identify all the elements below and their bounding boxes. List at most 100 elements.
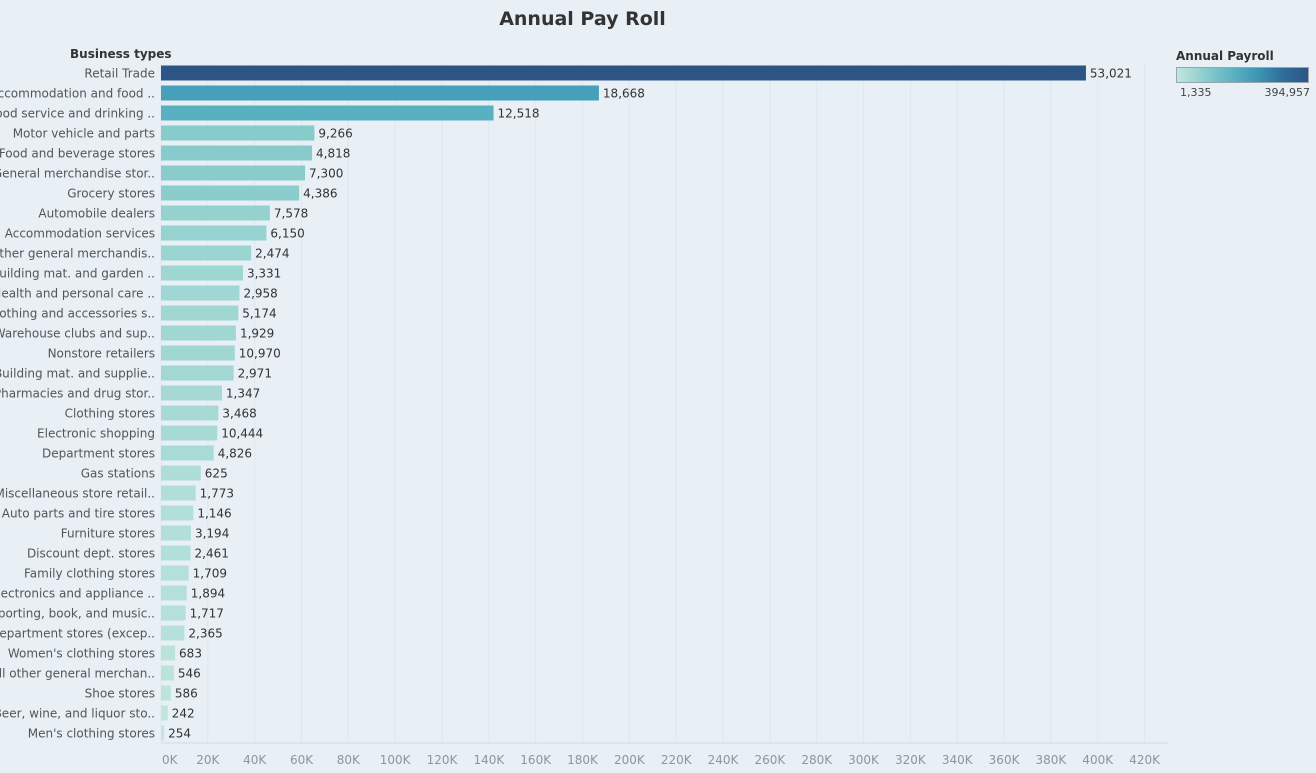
x-tick-label-17: 340K	[942, 753, 974, 767]
x-tick-label-7: 140K	[473, 753, 505, 767]
bar	[161, 585, 187, 601]
category-label: Accommodation and food ..	[0, 87, 155, 101]
category-label: Grocery stores	[67, 187, 155, 201]
category-label: Electronics and appliance ..	[0, 587, 155, 601]
x-tick-label-3: 60K	[290, 753, 314, 767]
bar	[161, 285, 240, 301]
x-tick-label-18: 360K	[989, 753, 1021, 767]
bar	[161, 265, 243, 281]
x-tick-label-2: 40K	[243, 753, 267, 767]
legend-title: Annual Payroll	[1176, 49, 1274, 63]
data-label: 10,444	[221, 427, 263, 441]
x-tick-label-20: 400K	[1082, 753, 1114, 767]
x-tick-label-4: 80K	[337, 753, 361, 767]
category-label: Auto parts and tire stores	[2, 507, 155, 521]
bar	[161, 85, 599, 101]
data-label: 1,894	[191, 587, 225, 601]
legend-max-label: 394,957	[1264, 86, 1311, 99]
x-tick-label-14: 280K	[801, 753, 833, 767]
x-tick-label-12: 240K	[708, 753, 740, 767]
x-tick-label-5: 100K	[380, 753, 412, 767]
data-label: 3,194	[195, 527, 229, 541]
bar	[161, 705, 168, 721]
data-label: 546	[178, 667, 201, 681]
bar	[161, 485, 196, 501]
bar	[161, 385, 222, 401]
bar	[161, 525, 191, 541]
x-tick-label-0: 0K	[162, 753, 179, 767]
bar	[161, 205, 270, 221]
bar	[161, 605, 186, 621]
data-label: 625	[205, 467, 228, 481]
data-label: 242	[172, 707, 195, 721]
category-label: Electronic shopping	[37, 427, 155, 441]
bar	[161, 185, 300, 201]
data-label: 4,818	[316, 147, 350, 161]
category-label: Other general merchandis..	[0, 247, 155, 261]
data-label: 6,150	[270, 227, 304, 241]
category-label: Pharmacies and drug stor..	[0, 387, 155, 401]
row-header-business-types: Business types	[70, 47, 172, 61]
data-label: 3,468	[222, 407, 256, 421]
bar	[161, 625, 185, 641]
bar	[161, 505, 194, 521]
bar-chart: 0K 20K 40K 60K 80K 100K 120K 140K 160K 180K 200K 22…	[0, 64, 1168, 767]
data-label: 1,347	[226, 387, 260, 401]
bar	[161, 225, 267, 241]
bar	[161, 105, 494, 121]
x-tick-label-9: 180K	[567, 753, 599, 767]
x-tick-label-15: 300K	[848, 753, 880, 767]
legend-color-ramp	[1176, 67, 1309, 83]
category-label: Discount dept. stores	[27, 547, 155, 561]
category-label: Food service and drinking ..	[0, 107, 155, 121]
bar	[161, 445, 214, 461]
data-label: 7,300	[309, 167, 343, 181]
category-label: Department stores (excep..	[0, 627, 155, 641]
category-label: Retail Trade	[84, 67, 155, 81]
category-label: Clothing stores	[65, 407, 155, 421]
data-label: 2,365	[188, 627, 222, 641]
bar	[161, 125, 315, 141]
bar	[161, 305, 239, 321]
category-label: Automobile dealers	[38, 207, 155, 221]
category-label: Building mat. and garden ..	[0, 267, 155, 281]
x-tick-label-1: 20K	[196, 753, 220, 767]
legend-min-label: 1,335	[1180, 86, 1212, 99]
category-label: Family clothing stores	[24, 567, 155, 581]
data-label: 12,518	[498, 107, 540, 121]
data-label: 3,331	[247, 267, 281, 281]
x-tick-label-10: 200K	[614, 753, 646, 767]
category-label: Women's clothing stores	[8, 647, 155, 661]
data-label: 1,929	[240, 327, 274, 341]
bar	[161, 365, 234, 381]
category-label: Gas stations	[81, 467, 155, 481]
data-label: 2,474	[255, 247, 289, 261]
bar	[161, 425, 218, 441]
bar	[161, 665, 174, 681]
category-label: Beer, wine, and liquor sto..	[0, 707, 155, 721]
data-label: 1,709	[193, 567, 227, 581]
x-tick-label-21: 420K	[1129, 753, 1161, 767]
category-label: Nonstore retailers	[48, 347, 155, 361]
bar	[161, 145, 313, 161]
data-label: 18,668	[603, 87, 645, 101]
category-label: All other general merchan..	[0, 667, 155, 681]
data-label: 1,717	[190, 607, 224, 621]
x-tick-label-19: 380K	[1036, 753, 1068, 767]
data-label: 683	[179, 647, 202, 661]
data-label: 2,958	[243, 287, 277, 301]
x-tick-label-13: 260K	[754, 753, 786, 767]
color-legend: Annual Payroll 1,335 394,957	[1176, 49, 1312, 102]
category-label: Men's clothing stores	[28, 727, 155, 741]
data-label: 1,146	[197, 507, 231, 521]
category-label: Building mat. and supplie..	[0, 367, 155, 381]
category-label: Miscellaneous store retail..	[0, 487, 155, 501]
bar	[161, 685, 171, 701]
data-label: 9,266	[318, 127, 352, 141]
category-label: Motor vehicle and parts	[13, 127, 155, 141]
data-label: 2,971	[238, 367, 272, 381]
data-label: 2,461	[195, 547, 229, 561]
bar	[161, 565, 189, 581]
bar	[161, 465, 201, 481]
category-label: Warehouse clubs and sup..	[0, 327, 155, 341]
